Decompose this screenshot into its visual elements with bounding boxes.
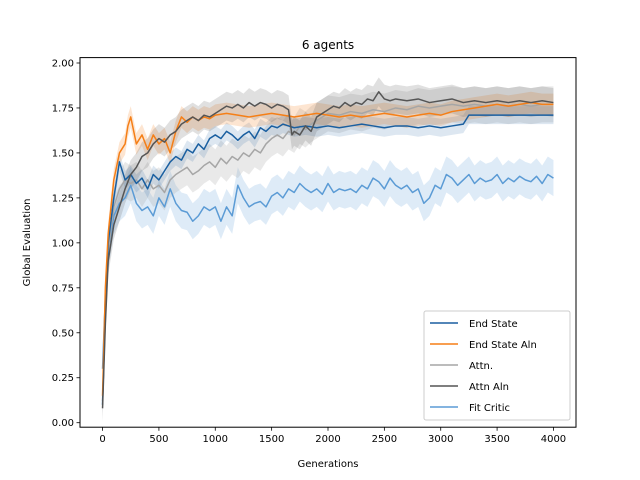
band-attn-aln xyxy=(102,77,554,423)
x-tick-label: 2500 xyxy=(372,434,397,445)
legend-label-fit-critic: Fit Critic xyxy=(469,403,510,414)
y-tick-label: 1.00 xyxy=(52,238,74,249)
x-tick-label: 0 xyxy=(99,434,105,445)
y-tick-label: 1.50 xyxy=(52,148,74,159)
chart-title: 6 agents xyxy=(302,38,354,52)
line-attn-aln xyxy=(101,91,554,409)
y-axis-ticks: 0.00 0.25 0.50 0.75 1.00 1.25 1.50 1.75 2.00 xyxy=(52,58,80,429)
y-axis-label: Global Evaluation xyxy=(22,198,33,286)
y-tick-label: 1.25 xyxy=(52,193,74,204)
legend-label-attn-aln: Attn Aln xyxy=(469,382,509,393)
line-attn xyxy=(101,103,554,402)
y-tick-label: 0.00 xyxy=(52,418,74,429)
line-fit-critic xyxy=(101,173,554,369)
legend-label-end-state: End State xyxy=(469,319,518,330)
legend-box xyxy=(423,310,571,421)
x-tick-label: 1500 xyxy=(259,434,284,445)
legend-label-attn: Attn. xyxy=(469,361,493,372)
series-lines xyxy=(101,91,554,409)
line-end-state-aln xyxy=(101,101,554,396)
line-end-state xyxy=(101,114,554,405)
y-tick-label: 0.75 xyxy=(52,283,74,294)
legend-label-end-state-aln: End State Aln xyxy=(469,340,537,351)
y-tick-label: 0.50 xyxy=(52,328,74,339)
x-tick-label: 1000 xyxy=(203,434,228,445)
band-fit-critic xyxy=(102,156,554,387)
x-tick-label: 3500 xyxy=(484,434,509,445)
y-tick-label: 1.75 xyxy=(52,103,74,114)
y-tick-label: 0.25 xyxy=(52,373,74,384)
x-tick-label: 3000 xyxy=(428,434,453,445)
x-axis-ticks: 0 500 1000 1500 2000 2500 3000 3500 4000 xyxy=(99,427,566,445)
y-tick-label: 2.00 xyxy=(52,58,74,69)
x-axis-label: Generations xyxy=(298,459,359,470)
x-tick-label: 4000 xyxy=(541,434,566,445)
legend: End State End State Aln Attn. Attn Aln Fit C… xyxy=(423,310,571,421)
band-attn xyxy=(102,86,554,420)
x-tick-label: 500 xyxy=(149,434,168,445)
x-tick-label: 2000 xyxy=(315,434,340,445)
series-bands xyxy=(102,77,554,423)
